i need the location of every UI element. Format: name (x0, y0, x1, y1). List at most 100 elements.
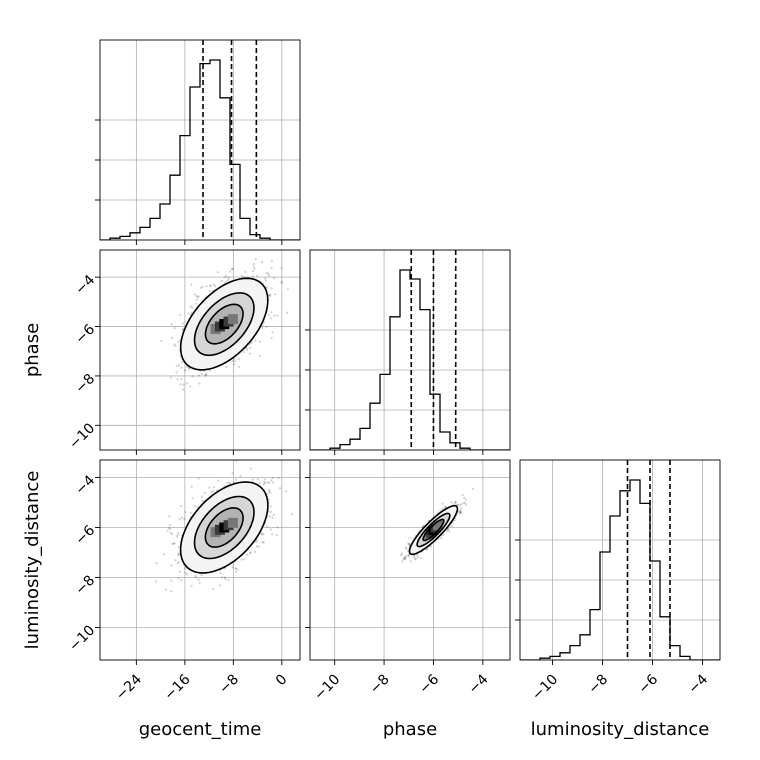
scatter-point (270, 266, 273, 269)
scatter-point (200, 286, 203, 289)
scatter-point (227, 278, 230, 281)
scatter-point (170, 564, 173, 567)
scatter-point (189, 511, 192, 514)
scatter-point (201, 285, 204, 288)
scatter-point (285, 490, 288, 493)
scatter-point (257, 545, 260, 548)
scatter-point (173, 542, 176, 545)
scatter-point (254, 258, 257, 261)
histogram-geocent-time (100, 40, 300, 240)
scatter-point (425, 548, 428, 551)
scatter-point (240, 558, 243, 561)
scatter-point (176, 378, 179, 381)
scatter-point (209, 284, 212, 287)
scatter-point (280, 280, 283, 283)
scatter-point (178, 553, 181, 556)
scatter-point (184, 510, 187, 514)
scatter-point (217, 479, 220, 482)
scatter-point (407, 542, 410, 545)
scatter-point (193, 293, 197, 296)
scatter-point (446, 529, 449, 533)
x-tick-label: −16 (161, 671, 193, 703)
scatter-point (204, 373, 208, 376)
scatter-point (185, 365, 188, 368)
scatter-point (414, 558, 417, 561)
scatter-point (220, 279, 224, 283)
scatter-point (170, 533, 173, 536)
scatter-point (180, 579, 183, 582)
scatter-point (160, 339, 163, 342)
scatter-point (268, 295, 271, 298)
scatter-point (403, 558, 407, 561)
scatter-point (458, 509, 461, 512)
scatter-point (407, 555, 410, 558)
scatter-point (155, 562, 158, 565)
scatter-point (264, 277, 267, 280)
scatter-point (260, 532, 263, 535)
scatter-point (212, 587, 215, 590)
x-tick-label: −4 (466, 671, 492, 697)
scatter-point (270, 311, 273, 314)
scatter-point (450, 501, 453, 504)
scatter-point (250, 341, 253, 344)
scatter-point (197, 477, 200, 480)
scatter-point (181, 322, 184, 325)
scatter-point (401, 560, 404, 563)
scatter-point (404, 556, 407, 560)
y-tick-label: −10 (66, 420, 98, 452)
scatter-point (164, 588, 167, 591)
scatter-point (190, 585, 193, 588)
scatter-point (200, 574, 203, 577)
scatter-point (251, 275, 254, 278)
density-core (210, 517, 238, 538)
scatter-point (168, 524, 172, 527)
scatter-point (261, 326, 264, 329)
scatter-point (246, 348, 249, 352)
scatter-point (267, 313, 270, 316)
scatter-point (454, 501, 457, 504)
scatter-point (463, 501, 467, 504)
scatter-point (221, 576, 224, 579)
scatter-point (169, 376, 172, 379)
x-axis-label-phase: phase (383, 719, 437, 740)
scatter-point (176, 535, 179, 538)
scatter-point (168, 527, 171, 530)
scatter-point (179, 383, 182, 386)
scatter-point (212, 485, 215, 489)
scatter-point (267, 498, 270, 501)
scatter-point (226, 279, 229, 282)
scatter-point (271, 533, 274, 536)
scatter-point (174, 559, 177, 562)
scatter-point (197, 295, 200, 298)
scatter-point (189, 385, 192, 388)
scatter-point (170, 336, 173, 339)
scatter-point (180, 504, 183, 508)
scatter-point (224, 281, 227, 284)
scatter-point (227, 579, 230, 582)
scatter-point (190, 311, 193, 314)
scatter-point (404, 546, 408, 549)
x-tick-label: −10 (529, 671, 561, 703)
scatter-point (184, 567, 187, 570)
scatter-point (175, 371, 178, 374)
scatter-point (269, 293, 272, 297)
scatter-point (194, 505, 197, 508)
scatter-point (254, 550, 257, 554)
scatter-point (450, 524, 453, 528)
panel-frame (519, 459, 721, 661)
scatter-point (273, 293, 277, 296)
scatter-point (236, 568, 240, 571)
scatter-point (223, 276, 226, 279)
scatter-point (285, 311, 289, 314)
scatter-point (260, 261, 264, 264)
scatter-point (200, 495, 204, 498)
scatter-point (195, 302, 198, 305)
histogram-luminosity-distance (520, 460, 720, 660)
y-tick-label: −4 (72, 472, 98, 498)
scatter-point (249, 551, 252, 554)
scatter-point (200, 499, 203, 502)
scatter-point (261, 533, 264, 536)
y-axis-label-phase: phase (22, 323, 43, 377)
scatter-point (170, 323, 173, 326)
